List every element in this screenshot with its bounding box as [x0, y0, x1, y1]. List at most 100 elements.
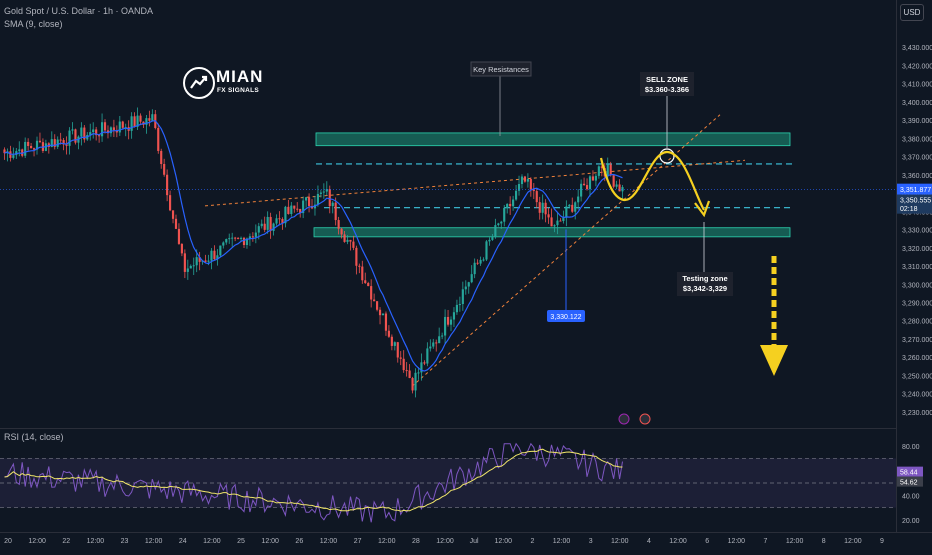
candle-body — [115, 130, 118, 133]
candle-body — [278, 218, 281, 220]
candle-body — [562, 217, 565, 221]
y-tick-label: 3,300.000 — [902, 282, 932, 289]
candle-body — [538, 202, 541, 213]
candle-body — [556, 220, 559, 226]
candle-body — [523, 176, 527, 182]
candle-body — [446, 316, 450, 325]
candle-body — [263, 223, 266, 230]
key-resistances-label: Key Resistances — [473, 65, 529, 74]
candle-body — [476, 262, 479, 264]
candle-body — [402, 358, 405, 371]
candle-body — [225, 239, 228, 243]
candles-group — [3, 107, 624, 398]
candle-body — [381, 313, 385, 316]
candle-body — [18, 149, 21, 152]
candle-body — [89, 132, 92, 135]
candle-body — [32, 148, 36, 150]
projection-arrowhead — [694, 200, 711, 218]
x-tick-label: 25 — [237, 538, 245, 545]
x-tick-label: 12:00 — [669, 538, 687, 545]
candle-body — [334, 202, 337, 221]
candle-body — [491, 237, 494, 240]
candle-body — [378, 309, 382, 316]
candle-body — [544, 202, 547, 215]
rsi-value-label: 58.44 — [900, 470, 918, 477]
projection-path — [599, 150, 705, 211]
candle-body — [352, 241, 355, 248]
candle-body — [171, 210, 175, 219]
candle-body — [100, 122, 104, 137]
candle-body — [38, 140, 42, 143]
candle-body — [597, 166, 600, 176]
candle-body — [328, 189, 331, 207]
candle-body — [594, 175, 597, 181]
candle-body — [21, 149, 24, 156]
candle-body — [512, 199, 515, 207]
sell-zone-range: $3.360-3.366 — [645, 85, 689, 94]
candle-body — [98, 135, 101, 137]
candle-body — [532, 189, 535, 192]
rsi-line — [4, 442, 623, 523]
last-price-label: 3,351.877 — [900, 187, 931, 194]
candle-body — [53, 139, 56, 147]
candle-body — [260, 223, 263, 227]
candle-body — [269, 216, 272, 231]
candle-body — [305, 197, 308, 201]
candle-body — [24, 141, 27, 156]
candle-body — [438, 336, 441, 344]
candle-body — [417, 372, 420, 374]
y-tick-label: 3,320.000 — [902, 246, 932, 253]
candle-body — [367, 283, 370, 287]
candle-body — [121, 121, 124, 128]
candle-body — [151, 114, 154, 121]
candle-body — [56, 139, 59, 147]
candle-body — [565, 206, 568, 218]
candle-body — [547, 214, 550, 218]
candle-body — [588, 176, 592, 190]
candle-body — [500, 221, 503, 224]
candle-body — [340, 228, 343, 235]
last-price-2-tag — [897, 194, 932, 214]
rsi-ma-label: 54.62 — [900, 480, 918, 487]
candle-body — [65, 144, 68, 146]
big-down-arrow-head — [760, 345, 788, 376]
candle-body — [254, 232, 257, 238]
candle-body — [251, 236, 254, 238]
candle-body — [189, 265, 192, 269]
candle-body — [449, 319, 453, 325]
candle-body — [426, 348, 429, 364]
testing-zone — [313, 227, 791, 238]
candle-body — [520, 176, 524, 185]
y-tick-label: 3,420.000 — [902, 63, 932, 70]
candle-body — [488, 239, 491, 242]
candle-body — [370, 286, 373, 300]
candle-body — [160, 150, 163, 164]
candle-body — [44, 143, 47, 151]
currency-button[interactable]: USD — [900, 4, 924, 21]
candle-body — [316, 193, 320, 205]
candle-body — [435, 342, 438, 344]
candle-body — [130, 116, 133, 131]
candle-body — [275, 218, 278, 224]
x-tick-label: 8 — [822, 538, 826, 545]
candle-body — [109, 127, 113, 134]
candle-body — [242, 237, 246, 245]
candle-body — [35, 140, 39, 150]
x-tick-label: Jul — [470, 538, 479, 545]
countdown-label: 02:18 — [900, 206, 918, 213]
x-tick-label: 6 — [705, 538, 709, 545]
candle-body — [83, 127, 86, 140]
candle-body — [219, 245, 222, 256]
y-tick-label: 3,390.000 — [902, 118, 932, 125]
flag-icon — [639, 413, 651, 425]
x-tick-label: 12:00 — [436, 538, 454, 545]
candle-body — [441, 335, 444, 337]
candle-body — [337, 220, 340, 229]
y-tick-label: 3,430.000 — [902, 45, 932, 52]
candle-body — [234, 237, 237, 239]
candle-body — [408, 370, 411, 379]
candle-body — [349, 239, 352, 242]
candle-body — [183, 253, 186, 272]
